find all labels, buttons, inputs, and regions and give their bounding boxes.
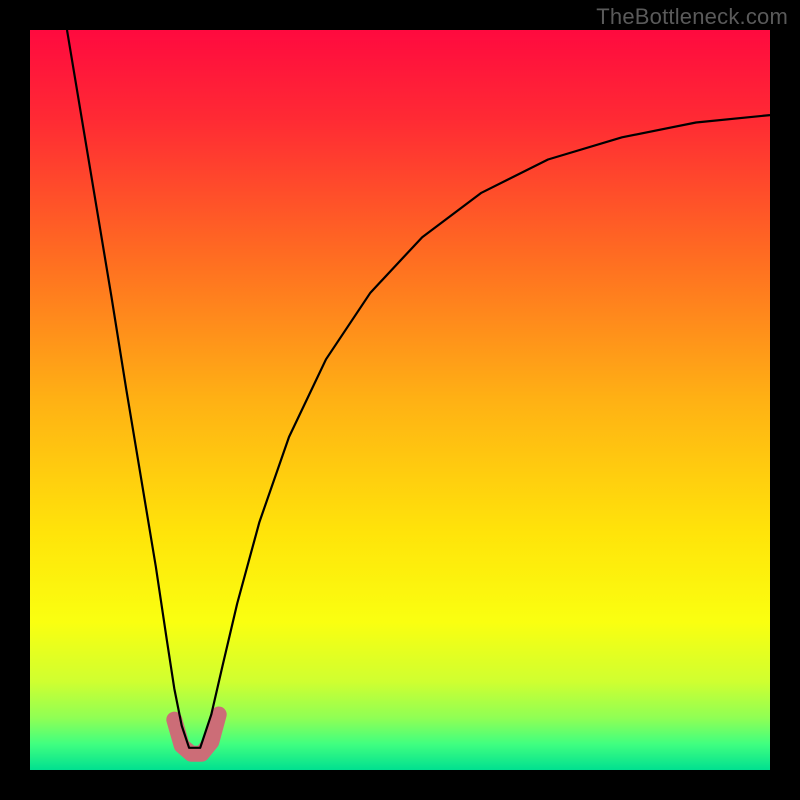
chart-svg xyxy=(30,30,770,770)
watermark-text: TheBottleneck.com xyxy=(596,4,788,30)
plot-area xyxy=(30,30,770,770)
gradient-background xyxy=(30,30,770,770)
